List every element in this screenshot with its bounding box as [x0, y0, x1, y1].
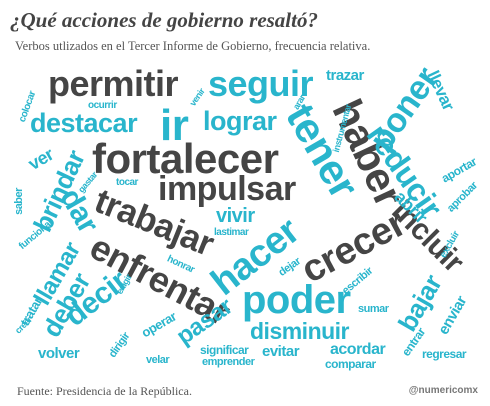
word-evitar: evitar	[262, 343, 300, 360]
chart-subtitle: Verbos utlizados en el Tercer Informe de…	[15, 39, 371, 53]
word-ocurrir: ocurrir	[88, 100, 117, 111]
word-disminuir: disminuir	[250, 318, 350, 344]
word-tocar: tocar	[116, 177, 138, 188]
source-note: Fuente: Presidencia de la República.	[17, 384, 192, 398]
word-fortalecer: fortalecer	[92, 135, 279, 182]
word-saber: saber	[12, 188, 25, 215]
word-lastimar: lastimar	[214, 227, 249, 238]
word-venir: venir	[187, 86, 207, 108]
word-comparar: comparar	[325, 357, 376, 371]
word-acordar: acordar	[330, 341, 386, 358]
word-lograr: lograr	[203, 106, 277, 136]
word-regresar: regresar	[422, 347, 467, 361]
author-credit: @numericomx	[408, 385, 478, 396]
word-operar: operar	[138, 308, 179, 341]
word-seguir: seguir	[208, 63, 314, 104]
word-aprobar: aprobar	[444, 179, 480, 215]
chart-title: ¿Qué acciones de gobierno resaltó?	[10, 8, 318, 32]
word-destacar: destacar	[30, 108, 138, 138]
word-poder: poder	[242, 278, 351, 322]
word-volver: volver	[38, 345, 80, 362]
word-enviar: enviar	[434, 293, 471, 338]
word-significar: significar	[200, 343, 249, 357]
word-sumar: sumar	[358, 303, 389, 315]
word-vivir: vivir	[216, 205, 255, 227]
word-trazar: trazar	[326, 67, 364, 84]
word-permitir: permitir	[48, 63, 179, 104]
word-ir: ir	[160, 101, 189, 150]
word-velar: velar	[146, 354, 170, 366]
word-emprender: emprender	[202, 356, 255, 368]
word-impulsar: impulsar	[158, 170, 296, 208]
word-dirigir: dirigir	[106, 330, 133, 360]
